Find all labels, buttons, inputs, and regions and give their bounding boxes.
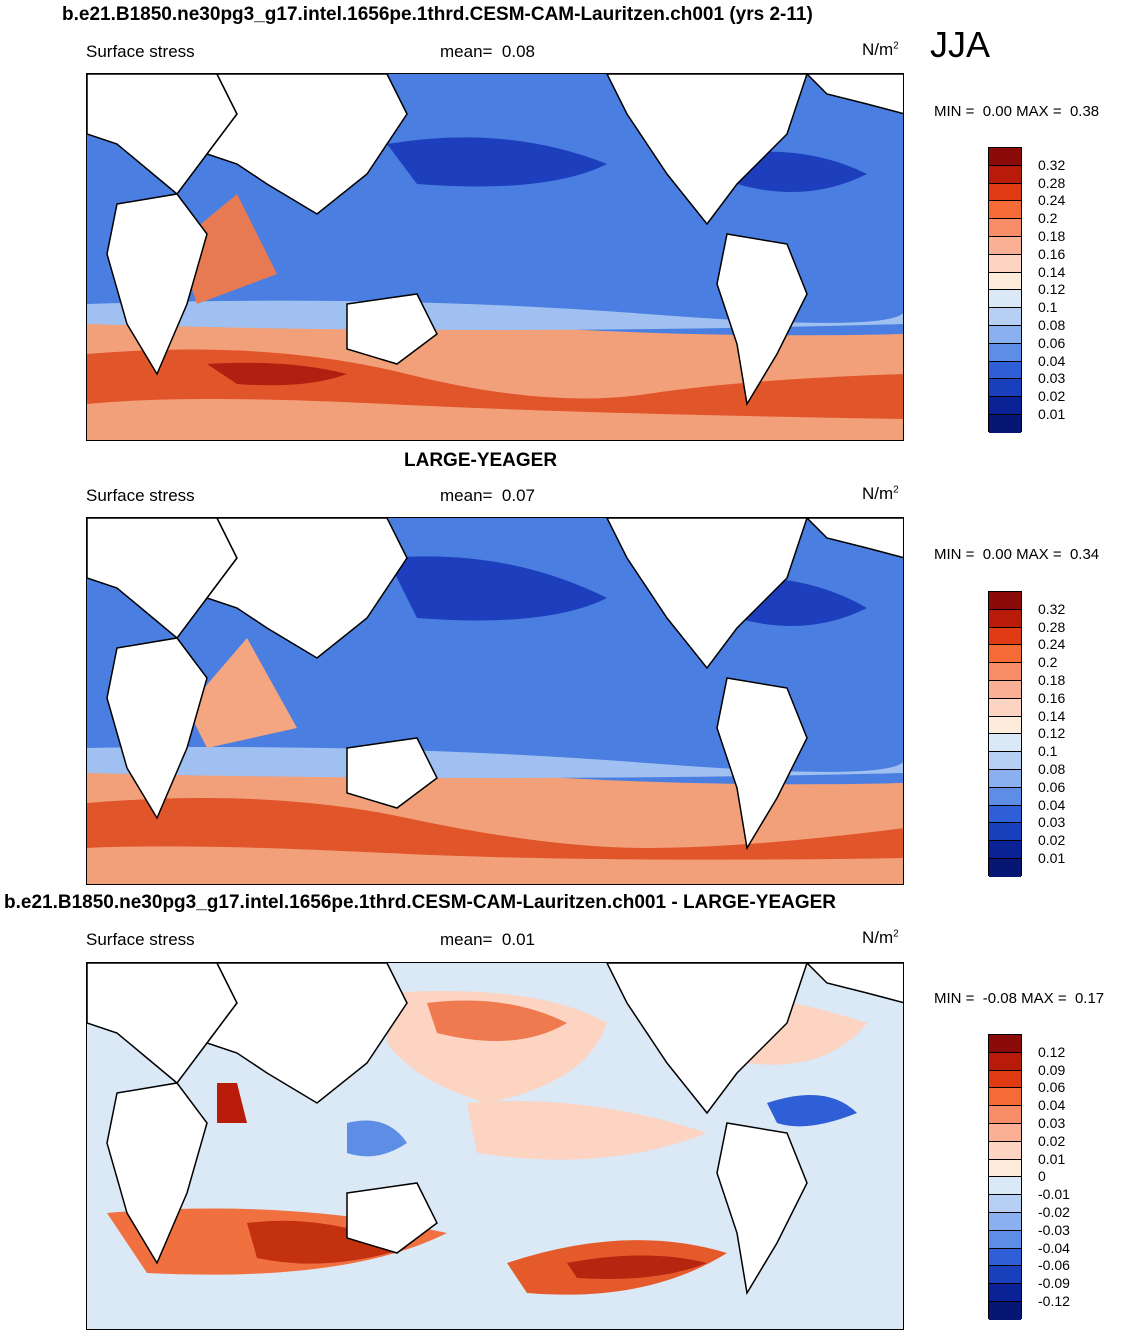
- season-label: JJA: [930, 24, 991, 65]
- panel-1-map-svg: [87, 74, 903, 440]
- panel-1-map[interactable]: [86, 73, 904, 441]
- panel-3-colorbar: [988, 1034, 1022, 1320]
- panel-1-colorbar: [988, 147, 1022, 433]
- panel-3-map-svg: [87, 963, 903, 1329]
- panel-3-variable: Surface stress: [86, 930, 195, 949]
- panel-2-variable: Surface stress: [86, 486, 195, 505]
- panel-2-units: N/m2: [862, 484, 899, 503]
- panel-1-units: N/m2: [862, 40, 899, 59]
- panel-1-mean: mean= 0.08: [440, 42, 535, 62]
- mean-label: mean=: [440, 42, 493, 61]
- panel-3-mean: mean= 0.01: [440, 930, 535, 949]
- panel-3-map[interactable]: [86, 962, 904, 1330]
- mean-value: 0.08: [501, 42, 535, 61]
- panel-3-minmax: MIN = -0.08 MAX = 0.17: [934, 990, 1105, 1007]
- panel-1-title: b.e21.B1850.ne30pg3_g17.intel.1656pe.1th…: [62, 4, 813, 25]
- panel-2-mean: mean= 0.07: [440, 486, 535, 505]
- panel-1-variable: Surface stress: [86, 42, 195, 61]
- panel-2-colorbar: [988, 591, 1022, 877]
- panel-1-minmax: MIN = 0.00 MAX = 0.38: [934, 103, 1100, 120]
- panel-3-title: b.e21.B1850.ne30pg3_g17.intel.1656pe.1th…: [4, 892, 837, 913]
- panel-3-units: N/m2: [862, 928, 899, 947]
- panel-2-map-svg: [87, 518, 903, 884]
- panel-2-minmax: MIN = 0.00 MAX = 0.34: [934, 546, 1100, 563]
- panel-2-title: LARGE-YEAGER: [404, 450, 558, 471]
- panel-2-map[interactable]: [86, 517, 904, 885]
